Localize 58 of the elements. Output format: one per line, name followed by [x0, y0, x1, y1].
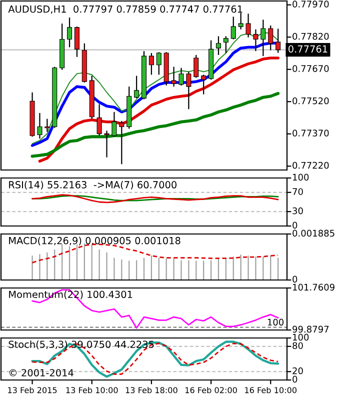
y-tick-label: 70	[292, 188, 303, 196]
ref-line-label: 0.77761	[288, 45, 328, 53]
chart-title: RSI(14) 55.2163 ->MA(7) 60.7000	[9, 180, 176, 190]
candlestick	[96, 104, 102, 136]
candlestick	[268, 24, 274, 51]
x-tick-label: 13 Feb 10:00	[66, 386, 118, 394]
candlestick	[134, 75, 140, 99]
ref-line-label: 100	[268, 318, 284, 326]
y-tick-label: 80	[292, 342, 303, 350]
chart-title: MACD(12,26,9) 0.000905 0.001018	[9, 236, 180, 246]
candlestick	[119, 120, 124, 165]
annotation: © 2001-2014	[9, 369, 74, 376]
candlestick	[67, 17, 72, 48]
candlestick	[178, 67, 184, 86]
candlestick	[156, 52, 162, 76]
candlestick	[171, 66, 176, 88]
x-tick-label: 13 Feb 2015	[8, 386, 57, 394]
candlestick	[74, 26, 80, 58]
x-tick-label: 13 Feb 18:00	[126, 386, 178, 394]
candlestick	[148, 52, 154, 76]
candlestick	[223, 36, 228, 54]
line-series	[30, 92, 280, 158]
candlestick	[260, 19, 266, 57]
candlestick	[186, 71, 192, 110]
candlestick	[112, 111, 117, 138]
chart-title: AUDUSD,H1 0.77797 0.77859 0.77747 0.77761	[8, 5, 242, 14]
y-tick-label: 0	[292, 276, 298, 283]
candlestick	[230, 16, 236, 40]
candlestick	[253, 28, 258, 52]
candlestick	[44, 118, 50, 132]
y-tick-label: 0.77970	[292, 0, 329, 8]
y-tick-label: 0	[292, 376, 298, 383]
candlestick	[37, 112, 42, 140]
line-series	[32, 194, 279, 204]
y-tick-label: 100	[292, 174, 309, 181]
candlestick	[201, 74, 206, 95]
y-tick-label: 100	[292, 334, 309, 341]
x-tick-label: 16 Feb 02:00	[185, 386, 237, 394]
line-series	[32, 244, 279, 264]
y-tick-label: 0.001885	[292, 230, 334, 237]
y-tick-label: 0.77220	[292, 162, 329, 169]
x-tick-label: 16 Feb 10:00	[245, 386, 297, 394]
candlestick	[276, 28, 281, 54]
y-tick-label: 0	[292, 222, 298, 229]
candlestick	[238, 12, 244, 30]
y-tick-label: 0.77820	[292, 32, 329, 40]
candlestick	[104, 130, 110, 158]
y-tick-label: 30	[292, 207, 303, 214]
y-tick-label: 101.7609	[292, 284, 334, 291]
y-tick-label: 0.77670	[292, 65, 329, 72]
y-tick-label: 20	[292, 367, 303, 374]
y-tick-label: 99.8797	[292, 326, 329, 333]
candlestick	[216, 36, 221, 56]
y-tick-label: 0.77370	[292, 130, 329, 136]
candlestick	[246, 13, 251, 38]
line-series	[38, 56, 280, 163]
candlestick	[194, 54, 199, 78]
y-tick-label: 0.77520	[292, 97, 329, 104]
